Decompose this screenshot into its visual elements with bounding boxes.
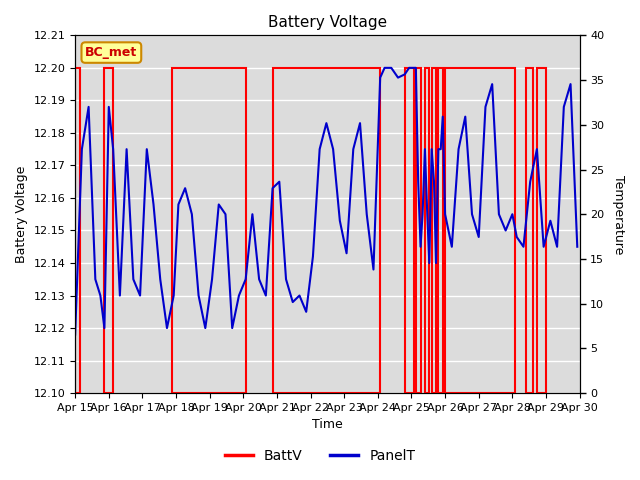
Bar <box>425 68 429 393</box>
Bar <box>526 68 532 393</box>
Bar <box>75 68 79 393</box>
Bar <box>438 68 443 393</box>
Bar <box>537 68 546 393</box>
Bar <box>172 68 246 393</box>
Bar <box>273 68 380 393</box>
Text: BC_met: BC_met <box>85 46 138 59</box>
Bar <box>104 68 113 393</box>
X-axis label: Time: Time <box>312 419 343 432</box>
Bar <box>431 68 436 393</box>
Y-axis label: Battery Voltage: Battery Voltage <box>15 166 28 263</box>
Bar <box>404 68 414 393</box>
Title: Battery Voltage: Battery Voltage <box>268 15 387 30</box>
Legend: BattV, PanelT: BattV, PanelT <box>220 443 420 468</box>
Bar <box>445 68 515 393</box>
Bar <box>416 68 420 393</box>
Y-axis label: Temperature: Temperature <box>612 175 625 254</box>
